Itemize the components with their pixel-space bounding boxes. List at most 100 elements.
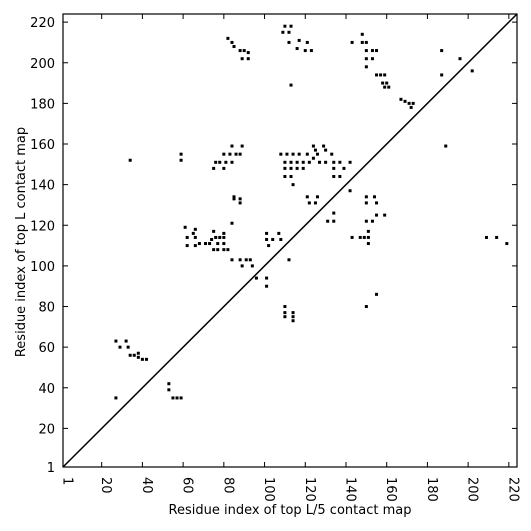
contact-point — [167, 382, 171, 386]
contact-point — [114, 339, 118, 343]
contact-point — [238, 49, 242, 53]
contact-point — [242, 49, 246, 53]
diagonal-line — [62, 13, 518, 468]
x-tick-label: 180 — [424, 477, 439, 502]
contact-point — [238, 201, 242, 205]
contact-point — [297, 152, 301, 156]
contact-point — [440, 49, 444, 53]
contact-point — [214, 235, 218, 239]
contact-point — [179, 158, 183, 162]
contact-point — [218, 160, 222, 164]
contact-point — [350, 235, 354, 239]
x-tick-label: 200 — [465, 477, 480, 502]
x-tick-label: 40 — [139, 477, 154, 494]
contact-point — [342, 166, 346, 170]
contact-point — [279, 152, 283, 156]
contact-point — [444, 144, 448, 148]
contact-point — [246, 51, 250, 55]
contact-point — [289, 175, 293, 179]
contact-point — [183, 225, 187, 229]
contact-point — [309, 49, 313, 53]
contact-point — [118, 345, 122, 349]
contact-point — [297, 38, 301, 42]
contact-point — [495, 235, 499, 239]
contact-point — [289, 160, 293, 164]
contact-point — [232, 195, 236, 199]
contact-point — [287, 258, 291, 262]
contact-point — [307, 160, 311, 164]
y-tick-label: 140 — [30, 179, 55, 194]
contact-point — [287, 40, 291, 44]
contact-point — [370, 219, 374, 223]
contact-point — [303, 49, 307, 53]
contact-point — [330, 152, 334, 156]
plot-frame — [62, 13, 518, 468]
contact-point — [311, 156, 315, 160]
contact-point — [332, 166, 336, 170]
contact-point — [305, 152, 309, 156]
contact-point — [248, 258, 252, 262]
contact-point — [265, 276, 269, 280]
contact-point — [307, 201, 311, 205]
contact-point — [226, 248, 230, 252]
contact-point — [283, 166, 287, 170]
contact-point — [224, 160, 228, 164]
contact-point — [222, 152, 226, 156]
contact-point — [289, 24, 293, 28]
contact-point — [281, 30, 285, 34]
x-tick-label: 220 — [505, 477, 520, 502]
contact-point — [313, 201, 317, 205]
x-axis-title: Residue index of top L/5 contact map — [169, 503, 412, 518]
contact-point — [222, 242, 226, 246]
contact-point — [283, 24, 287, 28]
x-tick-label: 140 — [342, 477, 357, 502]
contact-point — [191, 231, 195, 235]
contact-point — [318, 160, 322, 164]
points-layer — [114, 24, 509, 400]
contact-point — [216, 248, 220, 252]
contact-point — [289, 166, 293, 170]
y-tick-label: 120 — [30, 219, 55, 234]
contact-point — [244, 258, 248, 262]
contact-point — [375, 201, 379, 205]
x-tick-label: 120 — [302, 477, 317, 502]
contact-point — [240, 264, 244, 268]
contact-point — [324, 148, 328, 152]
contact-point — [175, 396, 179, 400]
contact-point — [291, 319, 295, 323]
contact-point — [348, 160, 352, 164]
contact-point — [322, 144, 326, 148]
contact-point — [234, 152, 238, 156]
contact-point — [232, 45, 236, 49]
contact-point — [230, 160, 234, 164]
contact-point — [387, 85, 391, 89]
contact-point — [366, 235, 370, 239]
contact-point — [283, 175, 287, 179]
contact-point — [228, 152, 232, 156]
contact-point — [210, 237, 214, 241]
contact-point — [214, 160, 218, 164]
contact-point — [126, 345, 130, 349]
contact-point — [222, 231, 226, 235]
contact-point — [311, 144, 315, 148]
x-tick-label: 160 — [383, 477, 398, 502]
contact-point — [295, 166, 299, 170]
contact-point — [128, 158, 132, 162]
contact-point — [350, 40, 354, 44]
contact-point — [230, 258, 234, 262]
contact-point — [193, 235, 197, 239]
contact-point — [265, 284, 269, 288]
contact-point — [230, 221, 234, 225]
contact-point — [132, 353, 136, 357]
contact-point — [279, 237, 283, 241]
contact-point — [366, 242, 370, 246]
contact-point — [128, 353, 132, 357]
contact-point — [409, 105, 413, 109]
contact-point — [362, 235, 366, 239]
contact-point — [407, 101, 411, 105]
contact-point — [291, 152, 295, 156]
contact-point — [358, 235, 362, 239]
contact-point — [287, 30, 291, 34]
contact-point — [366, 229, 370, 233]
